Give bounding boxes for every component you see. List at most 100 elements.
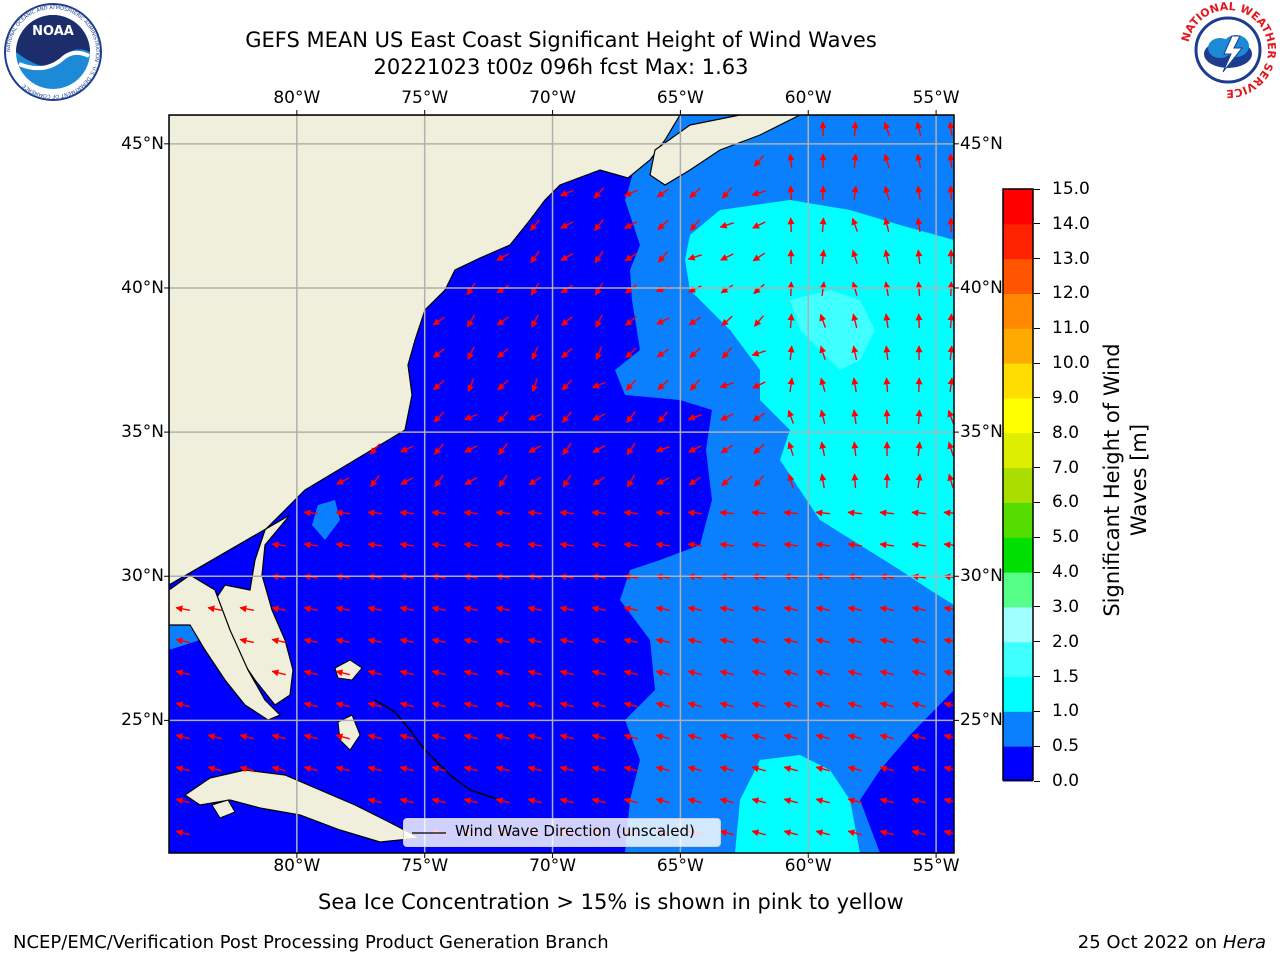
wave-direction-arrow [626, 474, 636, 488]
wave-direction-arrow [399, 733, 414, 741]
wave-direction-arrow [367, 637, 382, 645]
wave-direction-arrow [655, 797, 670, 805]
wave-direction-arrow [847, 733, 862, 741]
wave-direction-arrow [239, 733, 254, 741]
wave-direction-arrow [687, 541, 703, 549]
wave-direction-arrow [624, 284, 638, 294]
wave-direction-arrow [819, 441, 827, 456]
colorbar-tick-label: 8.0 [1052, 422, 1080, 443]
wave-direction-arrow [911, 733, 926, 741]
colorbar-segment [1003, 467, 1033, 503]
wave-direction-arrow [752, 221, 766, 229]
wave-direction-arrow [496, 316, 510, 326]
wave-direction-arrow [656, 188, 670, 198]
wave-direction-arrow [335, 541, 351, 549]
wave-direction-arrow [879, 797, 894, 805]
lat-label-right: 35°N [960, 422, 1003, 443]
land-jamaica [211, 799, 236, 819]
wave-direction-arrow [851, 345, 859, 360]
wave-direction-arrow [879, 733, 894, 741]
wave-direction-arrow [883, 217, 891, 232]
wave-direction-arrow [688, 316, 702, 326]
colorbar-tick-mark [1034, 536, 1040, 538]
wave-direction-arrow [847, 509, 863, 517]
wave-direction-arrow [594, 282, 604, 296]
lon-label-bottom: 65°W [656, 856, 704, 876]
wave-direction-arrow [531, 378, 539, 393]
wave-direction-arrow [399, 541, 415, 549]
wave-direction-arrow [719, 829, 734, 837]
wave-band-0p5-coastal [312, 500, 340, 540]
wave-direction-arrow [495, 669, 510, 677]
colorbar-segment [1003, 676, 1033, 712]
wave-direction-arrow [559, 509, 575, 517]
colorbar-tick-mark [1034, 501, 1040, 503]
wave-direction-arrow [399, 509, 415, 517]
wave-direction-arrow [561, 379, 573, 391]
wave-direction-arrow [527, 669, 542, 677]
wave-direction-arrow [943, 701, 954, 709]
wave-direction-arrow [367, 605, 383, 613]
colorbar-segment [1003, 189, 1033, 225]
wave-direction-arrow [175, 701, 190, 709]
wave-direction-arrow [207, 605, 223, 613]
wave-direction-arrow [719, 701, 734, 709]
wave-direction-arrow [271, 669, 286, 677]
wave-direction-arrow [175, 797, 190, 805]
wave-direction-arrow [399, 669, 414, 677]
wave-direction-arrow [625, 347, 637, 359]
colorbar [1002, 188, 1034, 782]
colorbar-segment [1003, 397, 1033, 434]
wave-direction-arrow [687, 733, 702, 741]
wave-direction-arrow [753, 443, 765, 455]
wave-direction-arrow [623, 797, 638, 805]
wave-direction-arrow [879, 509, 895, 517]
wave-direction-arrow [783, 765, 798, 773]
wave-direction-arrow [594, 219, 604, 232]
wave-direction-arrow [595, 346, 603, 361]
wave-direction-arrow [527, 765, 542, 773]
wave-direction-arrow [915, 281, 923, 297]
wave-direction-arrow [623, 605, 639, 613]
colorbar-tick-label: 12.0 [1052, 283, 1090, 304]
wave-direction-arrow [753, 475, 765, 487]
wave-direction-arrow [623, 637, 638, 645]
wave-direction-arrow [271, 637, 286, 645]
wave-direction-arrow [879, 637, 894, 645]
wave-direction-arrow [655, 701, 670, 709]
lat-label-left: 45°N [121, 133, 164, 154]
wave-direction-arrow [911, 765, 926, 773]
wave-direction-arrow [687, 509, 703, 517]
wave-direction-arrow [915, 121, 923, 136]
wave-direction-arrow [915, 473, 923, 489]
wave-direction-arrow [466, 282, 476, 296]
colorbar-tick-mark [1034, 362, 1040, 364]
colorbar-segment [1003, 432, 1033, 469]
wave-direction-arrow [467, 346, 475, 360]
wave-direction-arrow [915, 441, 923, 457]
wave-direction-arrow [495, 765, 510, 773]
wave-direction-arrow [591, 733, 606, 741]
colorbar-tick-label: 4.0 [1052, 562, 1080, 583]
colorbar-tick-mark [1034, 327, 1040, 329]
wave-direction-arrow [883, 121, 891, 136]
wave-direction-arrow [495, 797, 510, 805]
wave-direction-arrow [495, 733, 510, 741]
wave-direction-arrow [175, 669, 190, 677]
wave-direction-arrow [655, 765, 670, 773]
wave-direction-arrow [463, 797, 478, 805]
colorbar-tick-label: 0.0 [1052, 771, 1080, 791]
wave-direction-arrow [783, 669, 798, 677]
wave-direction-arrow [498, 443, 508, 456]
colorbar-segment [1003, 606, 1033, 643]
colorbar-segment [1003, 293, 1033, 329]
noaa-logo: NOAA NATIONAL OCEANIC AND ATMOSPHERIC AD… [3, 2, 103, 102]
colorbar-title-line1: Significant Height of Wind [1100, 343, 1124, 617]
wave-direction-arrow [399, 701, 414, 709]
wave-direction-arrow [463, 669, 478, 677]
wave-direction-arrow [623, 733, 638, 741]
wave-direction-arrow [592, 444, 606, 454]
wave-direction-arrow [751, 605, 767, 613]
wave-direction-arrow [559, 605, 575, 613]
wave-direction-arrow [915, 217, 923, 233]
